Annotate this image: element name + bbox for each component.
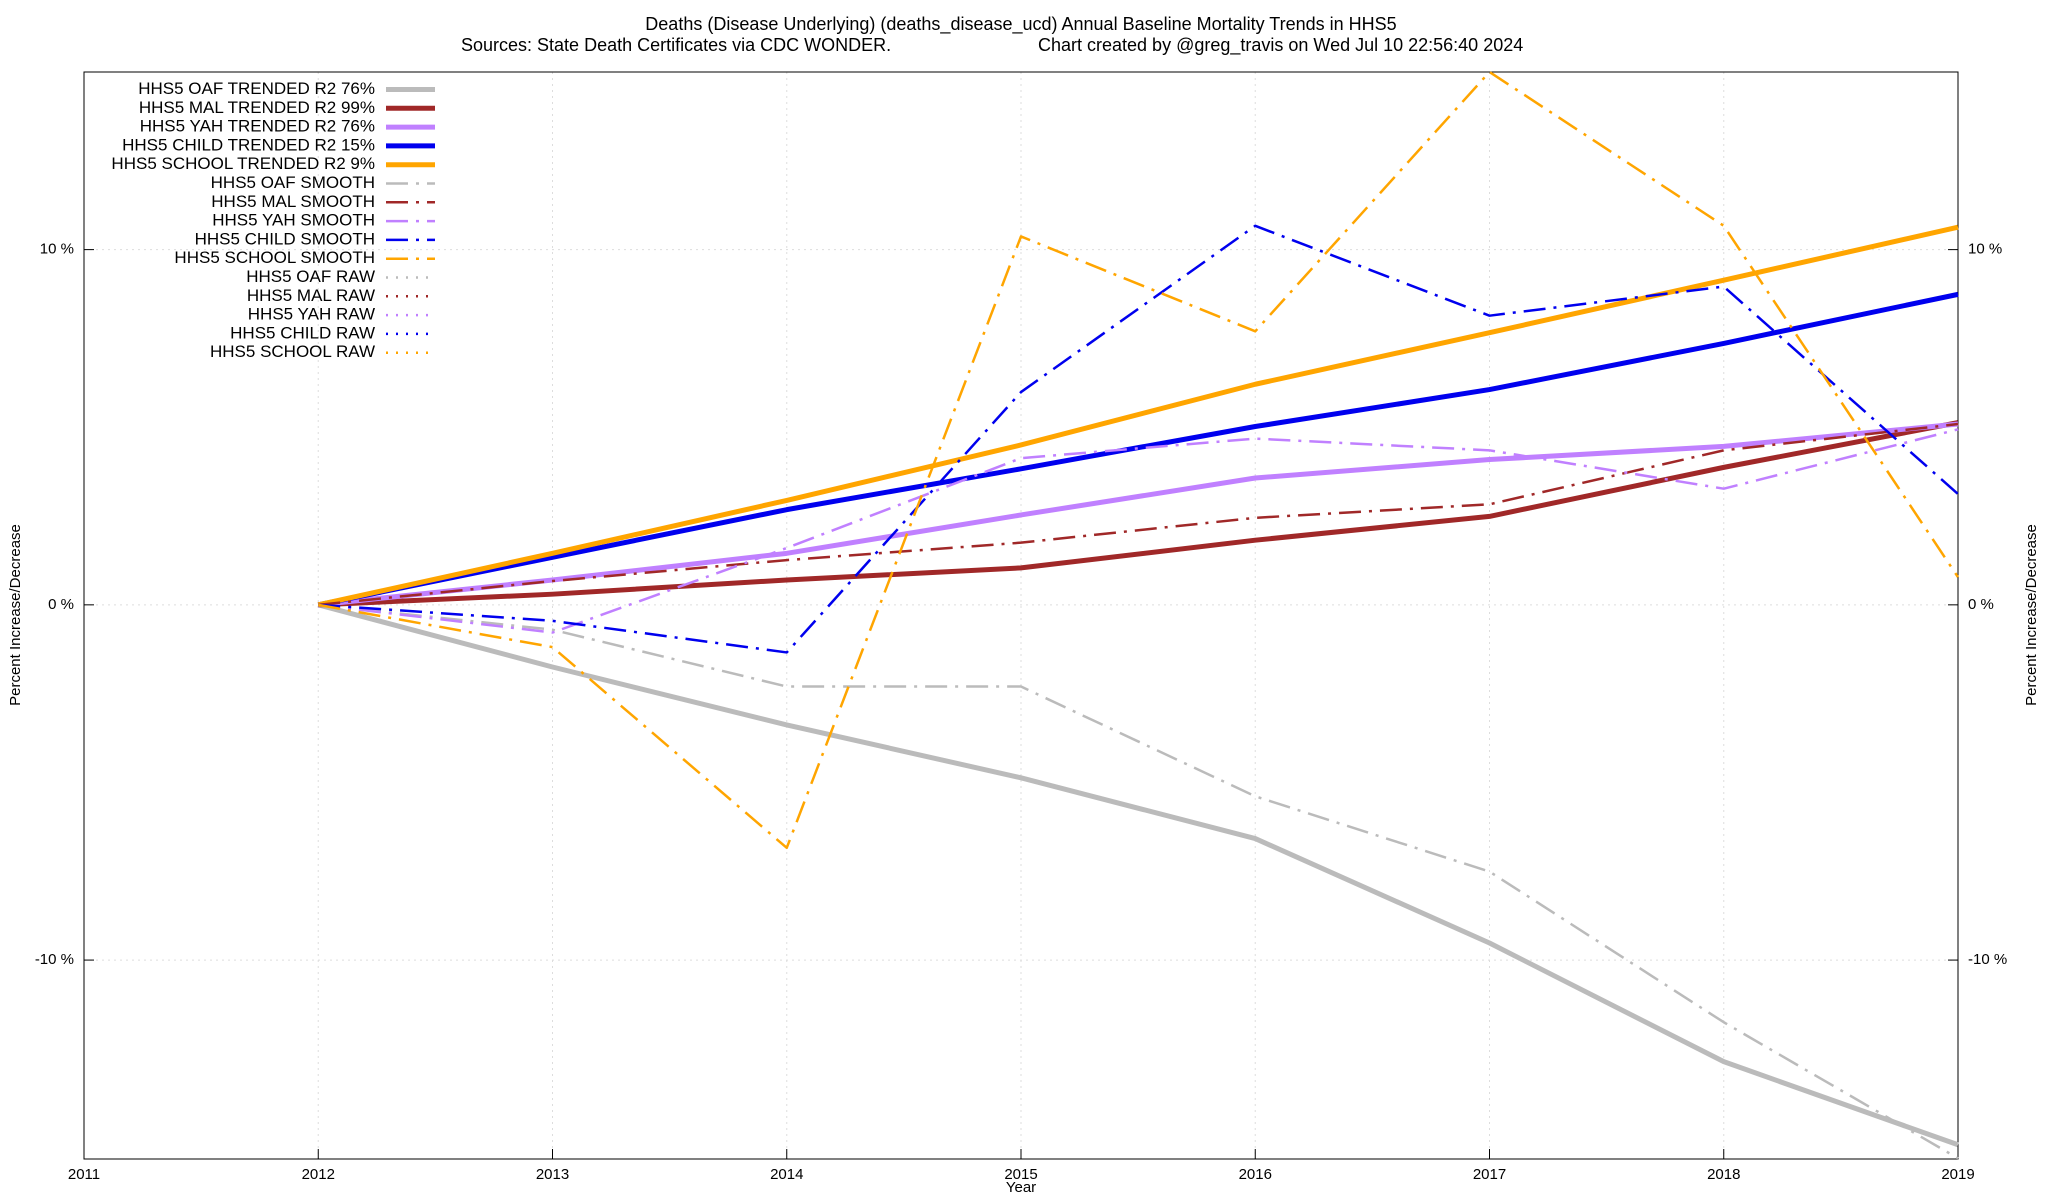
legend-label: HHS5 OAF SMOOTH [211, 173, 375, 192]
chart-subtitle: Sources: State Death Certificates via CD… [461, 35, 891, 55]
legend-label: HHS5 YAH SMOOTH [212, 211, 375, 230]
plot-frame [83, 71, 1959, 1160]
legend-label: HHS5 SCHOOL SMOOTH [174, 248, 375, 267]
legend-label: HHS5 YAH RAW [248, 305, 375, 324]
chart-credit: Chart created by @greg_travis on Wed Jul… [1038, 35, 1523, 56]
y-axis-label: Percent Increase/Decrease [7, 524, 24, 706]
chart-title: Deaths (Disease Underlying) (deaths_dise… [645, 14, 1396, 35]
y-tick-label: -10 % [35, 951, 74, 968]
x-tick-label: 2014 [770, 1166, 803, 1183]
y2-tick-label: -10 % [1968, 951, 2007, 968]
x-tick-label: 2011 [68, 1166, 100, 1183]
y-tick-label: 10 % [40, 241, 74, 258]
legend-label: HHS5 CHILD TRENDED R2 15% [122, 135, 375, 154]
legend-label: HHS5 MAL TRENDED R2 99% [139, 98, 375, 117]
x-tick-label: 2018 [1707, 1166, 1740, 1183]
legend-label: HHS5 OAF TRENDED R2 76% [138, 79, 375, 98]
legend-label: HHS5 YAH TRENDED R2 76% [140, 117, 375, 136]
series-line [317, 421, 1959, 608]
x-tick-label: 2013 [536, 1166, 569, 1183]
y2-axis-label: Percent Increase/Decrease [2023, 524, 2040, 706]
legend-label: HHS5 SCHOOL RAW [210, 342, 375, 361]
series-line [317, 602, 1959, 1148]
legend-label: HHS5 MAL RAW [247, 286, 375, 305]
series-line [318, 603, 1959, 1160]
x-tick-label: 2019 [1941, 1166, 1974, 1183]
series-line [317, 291, 1959, 608]
x-tick-label: 2015 [1004, 1166, 1037, 1183]
series-line [317, 224, 1959, 608]
x-tick-label: 2012 [302, 1166, 335, 1183]
series-line [318, 420, 1959, 608]
legend-label: HHS5 CHILD SMOOTH [195, 229, 375, 248]
legend-label: HHS5 OAF RAW [246, 267, 375, 286]
series-line [318, 224, 1959, 654]
series-line [318, 422, 1959, 607]
y2-tick-label: 0 % [1968, 596, 1994, 613]
y-tick-label: 0 % [48, 596, 74, 613]
series-line [318, 428, 1959, 634]
legend-label: HHS5 MAL SMOOTH [211, 192, 375, 211]
y2-tick-label: 10 % [1968, 241, 2002, 258]
x-axis-label: Year [1006, 1179, 1036, 1196]
x-tick-label: 2016 [1239, 1166, 1272, 1183]
series-line [318, 70, 1960, 850]
legend-label: HHS5 CHILD RAW [230, 323, 375, 342]
legend-label: HHS5 SCHOOL TRENDED R2 9% [111, 154, 375, 173]
x-tick-label: 2017 [1473, 1166, 1506, 1183]
